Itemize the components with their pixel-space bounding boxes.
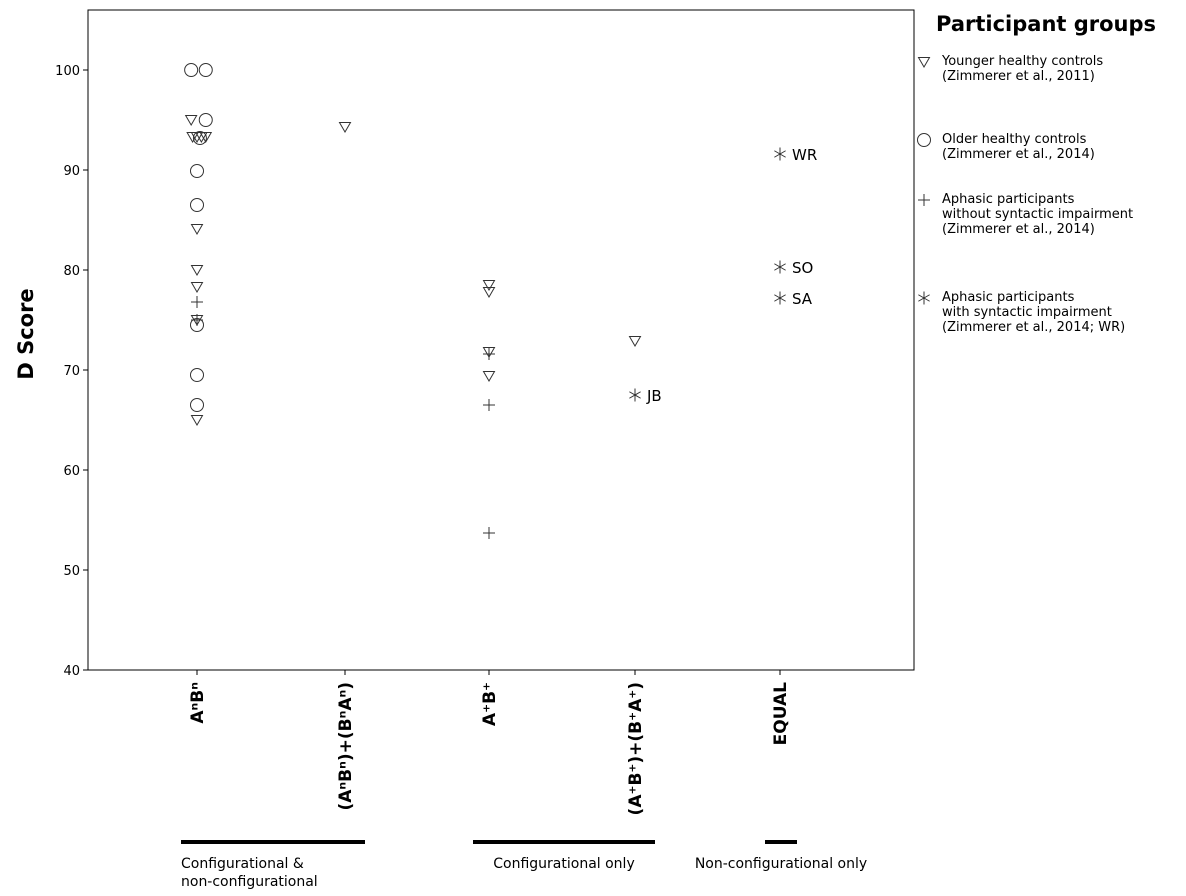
- y-tick-label: 50: [63, 564, 80, 579]
- data-point-triangle-down: [190, 282, 204, 293]
- data-points: JB WR SO SA: [184, 63, 817, 539]
- legend-marker-shape: [917, 133, 931, 147]
- data-point-triangle-down: [190, 265, 204, 276]
- point-label: SO: [792, 259, 813, 277]
- data-point-triangle-down: [482, 347, 496, 358]
- y-tick-label: 90: [63, 164, 80, 179]
- data-point-circle: [190, 198, 204, 212]
- data-point-circle: [198, 113, 213, 127]
- legend-marker-circle: [917, 133, 931, 147]
- legend-text: Aphasic participants with syntactic impa…: [942, 290, 1126, 335]
- data-point-triangle-down: [199, 132, 213, 143]
- data-point-plus: [483, 399, 495, 411]
- data-point-circle: [192, 131, 207, 145]
- data-point-plus: [483, 527, 495, 539]
- legend-text: Younger healthy controls (Zimmerer et al…: [942, 54, 1104, 84]
- data-point-asterisk: [774, 260, 786, 274]
- data-point-asterisk: [774, 291, 786, 305]
- data-point-plus: [191, 296, 203, 308]
- legend-text: Older healthy controls (Zimmerer et al.,…: [942, 132, 1095, 162]
- data-point-triangle-down: [190, 224, 204, 235]
- data-point-plus: [483, 348, 495, 360]
- data-point-circle: [190, 368, 204, 382]
- x-axis: AⁿBⁿ (AⁿBⁿ)+(BⁿAⁿ) A⁺B⁺ (A⁺B⁺)+(B⁺A⁺) EQUAL: [188, 670, 791, 815]
- data-point-circle: [190, 164, 204, 178]
- x-category-label: A⁺B⁺: [480, 682, 500, 726]
- legend-marker-triangle-down: [917, 57, 931, 68]
- group-label: Non-configurational only: [694, 856, 868, 872]
- y-tick-label: 80: [63, 264, 80, 279]
- point-label: WR: [792, 146, 817, 164]
- data-point-circle: [198, 63, 213, 77]
- data-point-circle: [184, 63, 199, 77]
- legend-text: Aphasic participants without syntactic i…: [942, 192, 1134, 237]
- y-tick-label: 40: [63, 664, 80, 679]
- y-tick-label: 70: [63, 364, 80, 379]
- data-point-asterisk: [774, 147, 786, 161]
- data-point-triangle-down: [338, 122, 352, 133]
- data-point-triangle-down: [482, 371, 496, 382]
- data-point-triangle-down: [628, 336, 642, 347]
- point-label: SA: [792, 290, 813, 308]
- data-point-triangle-down: [482, 287, 496, 298]
- legend-title: Participant groups: [936, 12, 1157, 36]
- data-point-circle: [190, 398, 204, 412]
- x-category-label: (A⁺B⁺)+(B⁺A⁺): [626, 682, 646, 815]
- y-tick-label: 100: [55, 64, 80, 79]
- x-category-label: EQUAL: [771, 682, 791, 746]
- x-category-label: AⁿBⁿ: [188, 682, 208, 724]
- data-point-triangle-down: [190, 415, 204, 426]
- point-label: JB: [646, 387, 662, 405]
- group-label: Configurational & non-configurational: [181, 856, 318, 890]
- legend-marker-shape: [918, 291, 930, 305]
- legend-marker-shape: [918, 194, 930, 206]
- legend-marker-plus: [918, 194, 930, 206]
- group-label: Configurational only: [493, 856, 635, 872]
- data-point-plus: [191, 314, 203, 326]
- data-point-triangle-down: [184, 115, 198, 126]
- plot-frame: [87, 9, 915, 671]
- y-axis-label: D Score: [14, 288, 38, 379]
- x-category-label: (AⁿBⁿ)+(BⁿAⁿ): [336, 682, 356, 811]
- legend-marker-shape: [917, 57, 931, 68]
- data-point-asterisk: [629, 388, 641, 402]
- legend-marker-asterisk: [918, 291, 930, 305]
- data-point-triangle-down: [482, 280, 496, 291]
- y-tick-label: 60: [63, 464, 80, 479]
- y-axis: 40 50 60 70 80 90 100: [55, 64, 88, 679]
